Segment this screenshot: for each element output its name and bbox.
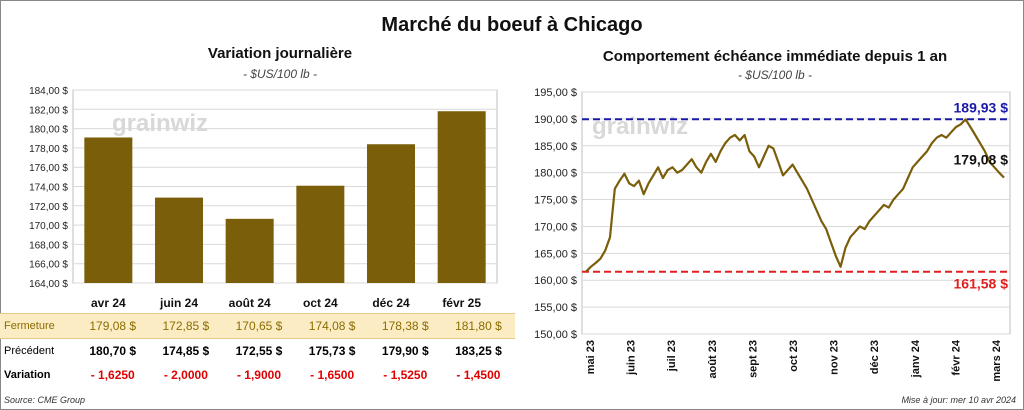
- table-cell: 179,90 $: [381, 344, 429, 358]
- bar: [437, 111, 486, 283]
- x-tick-label: mai 23: [585, 340, 597, 374]
- y-tick-label: 170,00 $: [29, 221, 68, 232]
- table-row-previous: Précédent 180,70 $ 174,85 $ 172,55 $ 175…: [0, 339, 515, 364]
- y-tick-label: 164,00 $: [29, 279, 68, 290]
- min-reference-label: 161,58 $: [954, 276, 1009, 292]
- bar: [155, 197, 203, 283]
- x-tick-label: oct 24: [303, 296, 338, 310]
- bar: [225, 218, 274, 283]
- source-note: Source: CME Group: [4, 395, 86, 405]
- y-tick-label: 182,00 $: [29, 105, 68, 116]
- x-tick-label: août 24: [229, 296, 271, 310]
- y-tick-label: 166,00 $: [29, 260, 68, 271]
- x-tick-label: août 23: [707, 340, 719, 379]
- y-tick-label: 172,00 $: [29, 202, 68, 213]
- table-cell: 181,80 $: [441, 313, 515, 339]
- table-cell: 172,55 $: [235, 344, 283, 358]
- x-tick-label: janv 24: [910, 339, 922, 378]
- x-tick-label: févr 25: [442, 296, 481, 310]
- table-cell: 175,73 $: [308, 344, 356, 358]
- max-reference-label: 189,93 $: [954, 99, 1009, 115]
- y-tick-label: 168,00 $: [29, 240, 68, 251]
- update-note: Mise à jour: mer 10 avr 2024: [901, 395, 1016, 405]
- price-table: Fermeture 179,08 $ 172,85 $ 170,65 $ 174…: [0, 313, 515, 387]
- y-tick-label: 190,00 $: [534, 114, 577, 126]
- x-tick-label: nov 23: [829, 340, 841, 375]
- table-cell: 180,70 $: [89, 344, 137, 358]
- row-label: Précédent: [4, 345, 55, 357]
- left-chart-title: Variation journalière: [207, 45, 353, 62]
- y-tick-label: 160,00 $: [534, 275, 577, 287]
- table-cell: 178,38 $: [368, 313, 442, 339]
- table-cell: - 1,5250: [383, 368, 428, 382]
- x-tick-label: juin 23: [626, 340, 638, 376]
- y-tick-label: 195,00 $: [534, 87, 577, 99]
- right-chart-unit: - $US/100 lb -: [737, 68, 813, 82]
- table-cell: - 1,6500: [310, 368, 355, 382]
- y-tick-label: 165,00 $: [534, 248, 577, 260]
- x-tick-label: avr 24: [91, 296, 126, 310]
- y-tick-label: 184,00 $: [29, 86, 68, 97]
- row-label: Variation: [4, 369, 51, 381]
- y-tick-label: 176,00 $: [29, 163, 68, 174]
- x-tick-label: févr 24: [950, 339, 962, 375]
- plot-area: [581, 91, 1011, 335]
- x-tick-label: oct 23: [788, 340, 800, 372]
- table-row-close: Fermeture 179,08 $ 172,85 $ 170,65 $ 174…: [0, 313, 515, 339]
- table-cell: 183,25 $: [455, 344, 502, 358]
- bar: [84, 137, 133, 283]
- x-tick-label: sept 23: [747, 340, 759, 378]
- y-tick-label: 178,00 $: [29, 144, 68, 155]
- watermark-logo: grainwiz: [592, 113, 688, 140]
- right-chart-title: Comportement échéance immédiate depuis 1…: [602, 48, 948, 65]
- table-cell: - 1,9000: [236, 368, 282, 382]
- left-chart-unit: - $US/100 lb -: [242, 67, 318, 81]
- bar: [296, 185, 345, 283]
- table-cell: 170,65 $: [222, 313, 296, 339]
- y-tick-label: 155,00 $: [534, 302, 577, 314]
- table-cell: - 1,6250: [90, 368, 135, 382]
- x-tick-label: déc 23: [869, 340, 881, 374]
- y-tick-label: 180,00 $: [29, 125, 68, 136]
- y-tick-label: 170,00 $: [534, 221, 577, 233]
- table-row-variation: Variation - 1,6250 - 2,0000 - 1,9000 - 1…: [0, 363, 515, 387]
- y-tick-label: 150,00 $: [534, 329, 577, 341]
- table-cell: - 1,4500: [456, 368, 501, 382]
- price-series-line: [585, 118, 1005, 273]
- main-title: Marché du boeuf à Chicago: [381, 14, 643, 36]
- bar: [367, 144, 415, 283]
- y-tick-label: 185,00 $: [534, 141, 577, 153]
- x-tick-label: déc 24: [372, 296, 410, 310]
- last-price-label: 179,08 $: [954, 152, 1009, 168]
- table-cell: 174,08 $: [295, 313, 369, 339]
- table-cell: 174,85 $: [162, 344, 210, 358]
- watermark-logo: grainwiz: [112, 110, 208, 137]
- x-tick-label: juin 24: [159, 296, 198, 310]
- y-tick-label: 175,00 $: [534, 195, 577, 207]
- table-cell: - 2,0000: [163, 368, 208, 382]
- table-cell: 172,85 $: [149, 313, 223, 339]
- row-label: Fermeture: [0, 313, 77, 339]
- table-cell: 179,08 $: [76, 313, 150, 339]
- x-tick-label: juil 23: [666, 340, 678, 372]
- x-tick-label: mars 24: [991, 339, 1003, 381]
- y-tick-label: 180,00 $: [534, 168, 577, 180]
- y-tick-label: 174,00 $: [29, 183, 68, 194]
